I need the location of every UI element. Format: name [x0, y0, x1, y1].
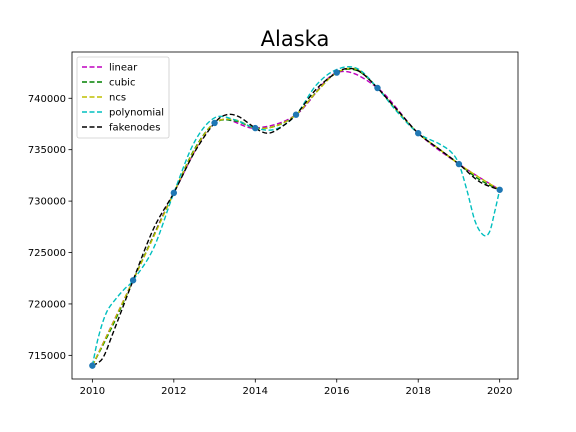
data-point	[170, 189, 178, 197]
x-tick-label: 2018	[405, 386, 430, 397]
legend: linear cubic ncs polynomial fakenodes	[76, 56, 170, 139]
data-point	[374, 84, 381, 92]
x-axis: 2010 2012 2014 2016 2018 2020	[80, 379, 512, 397]
data-point	[292, 111, 300, 118]
y-tick-label: 720000	[28, 299, 66, 310]
y-tick-label: 715000	[28, 351, 66, 362]
series-line-polynomial	[91, 66, 501, 366]
data-point	[455, 160, 463, 168]
data-point	[333, 69, 340, 76]
data-point	[415, 130, 422, 137]
series-line-fakenodes	[91, 67, 500, 367]
data-point	[252, 124, 259, 132]
data-point	[89, 362, 96, 369]
data-point	[211, 119, 218, 127]
legend-label-linear: linear	[109, 63, 138, 74]
y-tick-label: 730000	[28, 197, 66, 208]
legend-label-fakenodes: fakenodes	[109, 123, 160, 134]
y-tick-label: 740000	[28, 94, 66, 105]
legend-label-polynomial: polynomial	[109, 108, 164, 119]
x-tick-label: 2014	[243, 386, 268, 397]
y-tick-label: 735000	[28, 145, 66, 156]
data-points-layer	[89, 69, 503, 369]
y-axis: 715000 720000 725000 730000 735000 740000	[28, 94, 72, 362]
data-point	[496, 186, 503, 193]
x-tick-label: 2010	[80, 386, 105, 397]
legend-box	[76, 56, 170, 139]
legend-label-ncs: ncs	[109, 93, 126, 104]
y-tick-label: 725000	[28, 248, 66, 259]
legend-label-cubic: cubic	[109, 78, 135, 89]
x-tick-label: 2016	[324, 386, 349, 397]
plot-frame	[71, 51, 519, 380]
chart-title: Alaska	[261, 27, 330, 51]
series-layer	[91, 66, 501, 367]
data-point	[129, 277, 137, 284]
x-tick-label: 2020	[487, 386, 512, 397]
x-tick-label: 2012	[161, 386, 186, 397]
